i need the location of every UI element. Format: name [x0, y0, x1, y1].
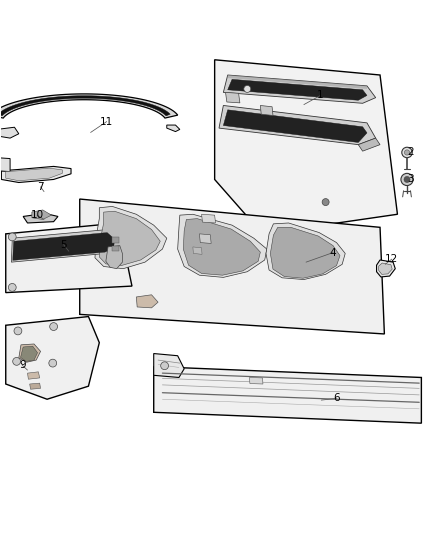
Polygon shape: [28, 372, 40, 379]
Circle shape: [404, 150, 410, 155]
Polygon shape: [6, 317, 99, 399]
Text: 4: 4: [330, 247, 336, 257]
Polygon shape: [228, 79, 367, 100]
Polygon shape: [215, 60, 397, 234]
Polygon shape: [250, 377, 263, 384]
Text: 6: 6: [333, 393, 340, 403]
Polygon shape: [1, 166, 71, 182]
Circle shape: [244, 85, 251, 92]
Polygon shape: [178, 214, 267, 277]
Polygon shape: [21, 346, 38, 361]
Circle shape: [401, 173, 413, 185]
Circle shape: [13, 358, 21, 365]
Polygon shape: [228, 75, 367, 89]
Text: 1: 1: [317, 91, 324, 100]
Circle shape: [402, 147, 412, 158]
Circle shape: [8, 233, 16, 241]
Polygon shape: [154, 367, 421, 423]
Polygon shape: [80, 199, 385, 334]
Text: 11: 11: [100, 117, 113, 126]
Polygon shape: [13, 232, 115, 261]
Polygon shape: [223, 75, 376, 103]
Polygon shape: [260, 106, 273, 116]
Polygon shape: [113, 237, 119, 243]
Circle shape: [14, 327, 22, 335]
Text: 12: 12: [385, 254, 399, 264]
Text: 9: 9: [19, 360, 25, 370]
Circle shape: [322, 199, 329, 206]
Polygon shape: [379, 263, 392, 274]
Polygon shape: [184, 219, 260, 275]
Circle shape: [49, 322, 57, 330]
Polygon shape: [270, 228, 340, 278]
Polygon shape: [113, 246, 119, 251]
Text: 3: 3: [407, 174, 414, 184]
Polygon shape: [99, 211, 160, 265]
Circle shape: [161, 362, 169, 370]
Polygon shape: [226, 92, 240, 103]
Polygon shape: [201, 214, 215, 223]
Polygon shape: [6, 223, 132, 293]
Polygon shape: [193, 247, 202, 254]
Polygon shape: [30, 383, 41, 389]
Polygon shape: [219, 106, 376, 144]
Circle shape: [404, 176, 410, 182]
Polygon shape: [266, 223, 345, 279]
Polygon shape: [358, 138, 380, 151]
Text: 2: 2: [407, 148, 414, 157]
Polygon shape: [106, 246, 122, 269]
Polygon shape: [167, 125, 180, 132]
Text: 7: 7: [37, 182, 44, 192]
Polygon shape: [136, 295, 158, 308]
Polygon shape: [223, 110, 367, 142]
Polygon shape: [11, 230, 118, 262]
Polygon shape: [0, 96, 170, 116]
Text: 5: 5: [60, 240, 67, 250]
Polygon shape: [0, 94, 178, 118]
Polygon shape: [23, 213, 58, 223]
Polygon shape: [199, 234, 211, 244]
Circle shape: [8, 284, 16, 292]
Text: 10: 10: [31, 210, 44, 220]
Polygon shape: [32, 210, 51, 220]
Polygon shape: [377, 260, 395, 277]
Polygon shape: [6, 168, 62, 181]
Polygon shape: [19, 344, 41, 362]
Polygon shape: [95, 206, 167, 269]
Polygon shape: [0, 158, 10, 172]
Circle shape: [49, 359, 57, 367]
Polygon shape: [154, 353, 184, 377]
Polygon shape: [0, 127, 19, 138]
